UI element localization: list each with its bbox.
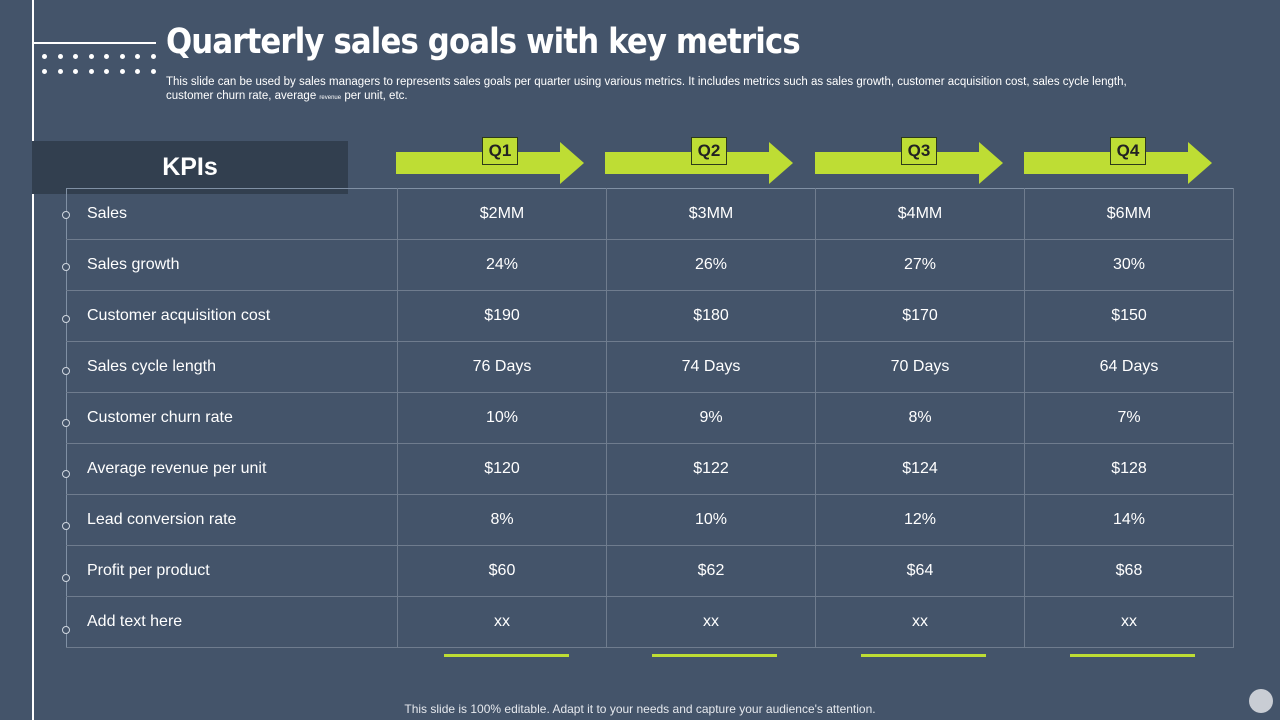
kpi-value: 74 Days [606, 341, 816, 393]
row-bullet-icon [62, 367, 70, 375]
kpi-value: 24% [397, 239, 607, 291]
kpi-label: Sales [66, 188, 398, 240]
kpi-value: 8% [815, 392, 1025, 444]
subtitle-line2-pre: customer churn rate, average [166, 90, 317, 102]
decorative-dot [150, 54, 156, 59]
kpi-value: xx [815, 596, 1025, 648]
kpi-value: 26% [606, 239, 816, 291]
kpi-value: 30% [1024, 239, 1234, 291]
row-bullet-icon [62, 419, 70, 427]
kpi-value: $64 [815, 545, 1025, 597]
page-subtitle: This slide can be used by sales managers… [166, 75, 1206, 105]
kpi-value: 14% [1024, 494, 1234, 546]
table-row: Customer acquisition cost $190 $180 $170… [66, 290, 1234, 342]
row-bullet-icon [62, 470, 70, 478]
top-horizontal-rule [32, 42, 156, 44]
subtitle-line2-tiny: revenue [319, 95, 342, 101]
kpi-value: $128 [1024, 443, 1234, 495]
subtitle-line1: This slide can be used by sales managers… [166, 76, 1127, 88]
kpi-value: 10% [606, 494, 816, 546]
kpi-value: xx [606, 596, 816, 648]
kpi-label: Customer churn rate [66, 392, 398, 444]
page-title: Quarterly sales goals with key metrics [166, 22, 801, 62]
kpi-value: $120 [397, 443, 607, 495]
quarter-label-q4: Q4 [1110, 137, 1146, 165]
kpi-value: $122 [606, 443, 816, 495]
kpi-value: $180 [606, 290, 816, 342]
kpi-value: 76 Days [397, 341, 607, 393]
decorative-dot [104, 69, 109, 74]
q3-underline [861, 654, 986, 657]
decorative-dot [150, 69, 156, 74]
kpi-value: xx [397, 596, 607, 648]
table-row: Profit per product $60 $62 $64 $68 [66, 545, 1234, 597]
kpi-value: 10% [397, 392, 607, 444]
decorative-dot [88, 54, 94, 59]
kpi-value: $62 [606, 545, 816, 597]
decorative-dot [42, 54, 47, 59]
kpi-label: Lead conversion rate [66, 494, 398, 546]
kpi-value: 70 Days [815, 341, 1025, 393]
kpi-value: 9% [606, 392, 816, 444]
decorative-dot [135, 54, 140, 59]
footer-note: This slide is 100% editable. Adapt it to… [404, 702, 876, 716]
kpi-value: 8% [397, 494, 607, 546]
decorative-dot [42, 69, 47, 74]
q1-underline [444, 654, 569, 657]
kpi-label: Average revenue per unit [66, 443, 398, 495]
kpi-value: $190 [397, 290, 607, 342]
kpi-value: 12% [815, 494, 1025, 546]
table-row: Sales cycle length 76 Days 74 Days 70 Da… [66, 341, 1234, 393]
table-row: Lead conversion rate 8% 10% 12% 14% [66, 494, 1234, 546]
row-bullet-icon [62, 522, 70, 530]
row-bullet-icon [62, 315, 70, 323]
left-vertical-rule [32, 0, 34, 720]
corner-circle-icon [1249, 689, 1273, 713]
row-bullet-icon [62, 626, 70, 634]
table-row: Add text here xx xx xx xx [66, 596, 1234, 648]
decorative-dot [57, 54, 63, 59]
q2-underline [652, 654, 777, 657]
q4-underline [1070, 654, 1195, 657]
kpi-value: $124 [815, 443, 1025, 495]
row-bullet-icon [62, 263, 70, 271]
kpi-label: Sales growth [66, 239, 398, 291]
decorative-dot [104, 54, 109, 59]
decorative-dot [88, 69, 94, 74]
row-bullet-icon [62, 574, 70, 582]
kpi-label: Profit per product [66, 545, 398, 597]
kpi-value: xx [1024, 596, 1234, 648]
decorative-dot [73, 54, 78, 59]
subtitle-line2-post: per unit, etc. [344, 90, 408, 102]
kpi-value: 27% [815, 239, 1025, 291]
kpi-value: $3MM [606, 188, 816, 240]
table-row: Customer churn rate 10% 9% 8% 7% [66, 392, 1234, 444]
kpi-value: $170 [815, 290, 1025, 342]
decorative-dot [57, 69, 63, 74]
kpi-table: Sales $2MM $3MM $4MM $6MM Sales growth 2… [66, 188, 1234, 648]
table-row: Sales $2MM $3MM $4MM $6MM [66, 188, 1234, 240]
decorative-dot [73, 69, 78, 74]
kpi-value: $60 [397, 545, 607, 597]
quarter-label-q2: Q2 [691, 137, 727, 165]
decorative-dot [119, 54, 125, 59]
kpi-value: 7% [1024, 392, 1234, 444]
kpi-value: $2MM [397, 188, 607, 240]
kpi-header: KPIs [32, 141, 348, 194]
row-bullet-icon [62, 211, 70, 219]
kpi-value: $150 [1024, 290, 1234, 342]
table-row: Sales growth 24% 26% 27% 30% [66, 239, 1234, 291]
quarter-label-q3: Q3 [901, 137, 937, 165]
kpi-label: Customer acquisition cost [66, 290, 398, 342]
kpi-value: 64 Days [1024, 341, 1234, 393]
kpi-label: Add text here [66, 596, 398, 648]
kpi-label: Sales cycle length [66, 341, 398, 393]
kpi-value: $6MM [1024, 188, 1234, 240]
table-row: Average revenue per unit $120 $122 $124 … [66, 443, 1234, 495]
quarter-label-q1: Q1 [482, 137, 518, 165]
decorative-dot [135, 69, 140, 74]
decorative-dot [119, 69, 125, 74]
kpi-value: $4MM [815, 188, 1025, 240]
kpi-value: $68 [1024, 545, 1234, 597]
